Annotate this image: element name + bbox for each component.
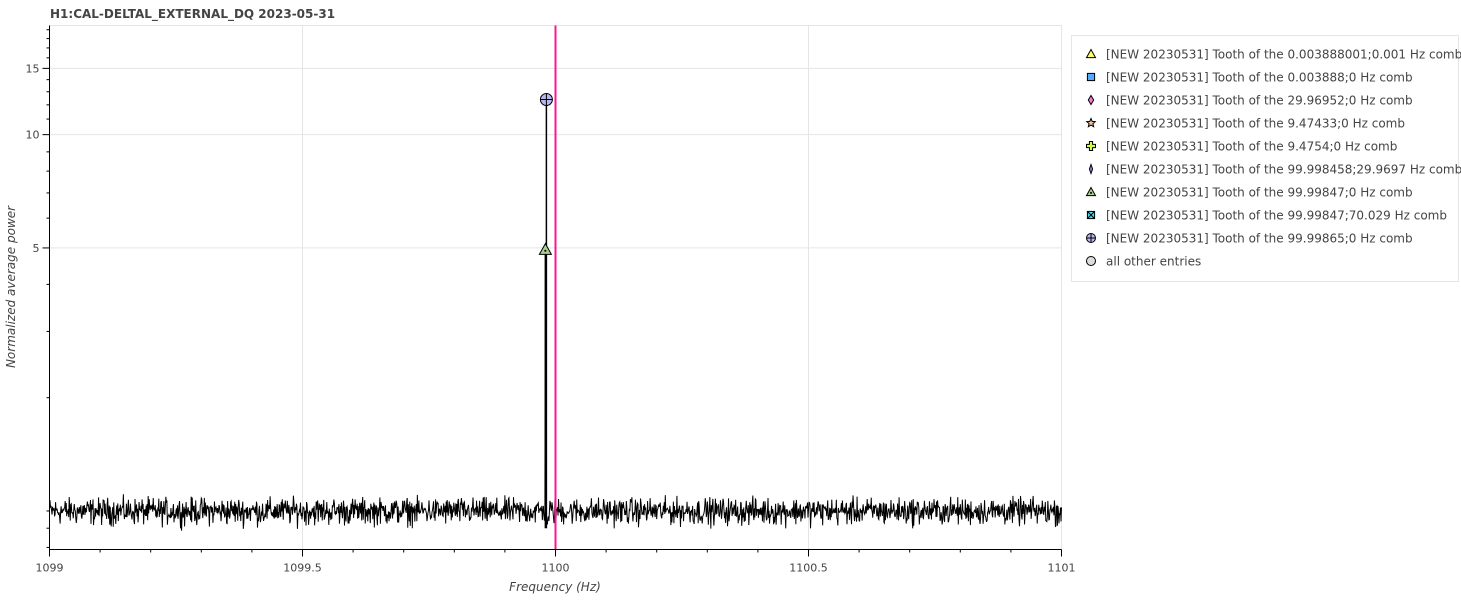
legend-box	[1071, 35, 1459, 282]
legend-item-6: [NEW 20230531] Tooth of the 99.99847;0 H…	[1085, 186, 1413, 200]
x-tick-label-2: 1100	[542, 562, 570, 575]
legend-item-8: [NEW 20230531] Tooth of the 99.99865;0 H…	[1086, 232, 1413, 246]
legend-label-4: [NEW 20230531] Tooth of the 9.4754;0 Hz …	[1106, 140, 1397, 154]
x-tick-label-3: 1100.5	[789, 562, 828, 575]
legend-label-0: [NEW 20230531] Tooth of the 0.003888001;…	[1106, 48, 1461, 62]
legend-symbol-5	[1088, 162, 1094, 176]
legend-symbol-6-dot	[1090, 191, 1092, 194]
legend-symbol-4-shape	[1086, 141, 1096, 151]
chart-title: H1:CAL-DELTAL_EXTERNAL_DQ 2023-05-31	[50, 7, 335, 22]
legend-symbol-3	[1085, 117, 1097, 128]
legend-item-3: [NEW 20230531] Tooth of the 9.47433;0 Hz…	[1085, 117, 1405, 131]
legend-symbol-6-shape	[1085, 186, 1097, 197]
y-axis-label: Normalized average power	[4, 205, 18, 368]
legend-symbol-2	[1087, 94, 1095, 106]
legend-item-2: [NEW 20230531] Tooth of the 29.96952;0 H…	[1087, 94, 1413, 108]
x-tick-label-1: 1099.5	[283, 562, 322, 575]
legend-symbol-0-shape	[1085, 48, 1097, 59]
legend-symbol-2-shape	[1087, 94, 1095, 106]
legend-symbol-9-shape	[1086, 256, 1096, 266]
legend-symbol-1-shape	[1086, 72, 1096, 82]
legend-symbol-8	[1086, 233, 1096, 243]
x-tick-label-4: 1101	[1048, 562, 1076, 575]
legend-symbol-4	[1086, 141, 1096, 151]
x-tick-label-0: 1099	[36, 562, 64, 575]
y-tick-label-1: 10	[26, 129, 40, 142]
legend-symbol-1	[1086, 72, 1096, 82]
legend-item-7: [NEW 20230531] Tooth of the 99.99847;70.…	[1086, 209, 1447, 223]
legend-symbol-7	[1086, 210, 1096, 220]
y-tick-label-2: 15	[26, 62, 40, 75]
peak-marker-1-shape	[538, 242, 553, 255]
x-axis-label: Frequency (Hz)	[509, 580, 601, 594]
legend-symbol-5-shape	[1088, 162, 1094, 176]
legend-label-3: [NEW 20230531] Tooth of the 9.47433;0 Hz…	[1106, 117, 1405, 131]
peak-marker-0	[539, 92, 553, 106]
legend-item-9: all other entries	[1086, 255, 1201, 269]
legend-symbol-3-shape	[1085, 117, 1097, 128]
legend-item-1: [NEW 20230531] Tooth of the 0.003888;0 H…	[1086, 71, 1413, 85]
legend-label-1: [NEW 20230531] Tooth of the 0.003888;0 H…	[1106, 71, 1413, 85]
legend-label-2: [NEW 20230531] Tooth of the 29.96952;0 H…	[1106, 94, 1413, 108]
legend-symbol-7-x	[1087, 211, 1095, 219]
legend-label-9: all other entries	[1106, 255, 1201, 269]
peak-markers	[538, 92, 553, 255]
legend-symbol-6	[1085, 186, 1097, 197]
legend-label-7: [NEW 20230531] Tooth of the 99.99847;70.…	[1106, 209, 1447, 223]
legend-label-6: [NEW 20230531] Tooth of the 99.99847;0 H…	[1106, 186, 1413, 200]
legend-item-4: [NEW 20230531] Tooth of the 9.4754;0 Hz …	[1086, 140, 1397, 154]
legend-symbol-0	[1085, 48, 1097, 59]
peak-marker-0-cross	[540, 93, 553, 106]
axes: 1099 1099.5 1100 1100.5 1101 5 10 15	[26, 25, 1076, 575]
legend: [NEW 20230531] Tooth of the 0.003888001;…	[1071, 35, 1461, 282]
peak-marker-1	[538, 242, 553, 255]
peak-marker-1-dot	[544, 249, 547, 252]
legend-label-5: [NEW 20230531] Tooth of the 99.998458;29…	[1106, 163, 1461, 177]
y-tick-label-0: 5	[33, 242, 40, 255]
legend-item-5: [NEW 20230531] Tooth of the 99.998458;29…	[1088, 162, 1461, 177]
legend-item-0: [NEW 20230531] Tooth of the 0.003888001;…	[1085, 48, 1461, 62]
legend-symbol-8-cross	[1086, 233, 1096, 243]
legend-label-8: [NEW 20230531] Tooth of the 99.99865;0 H…	[1106, 232, 1413, 246]
legend-symbol-9	[1086, 256, 1096, 266]
